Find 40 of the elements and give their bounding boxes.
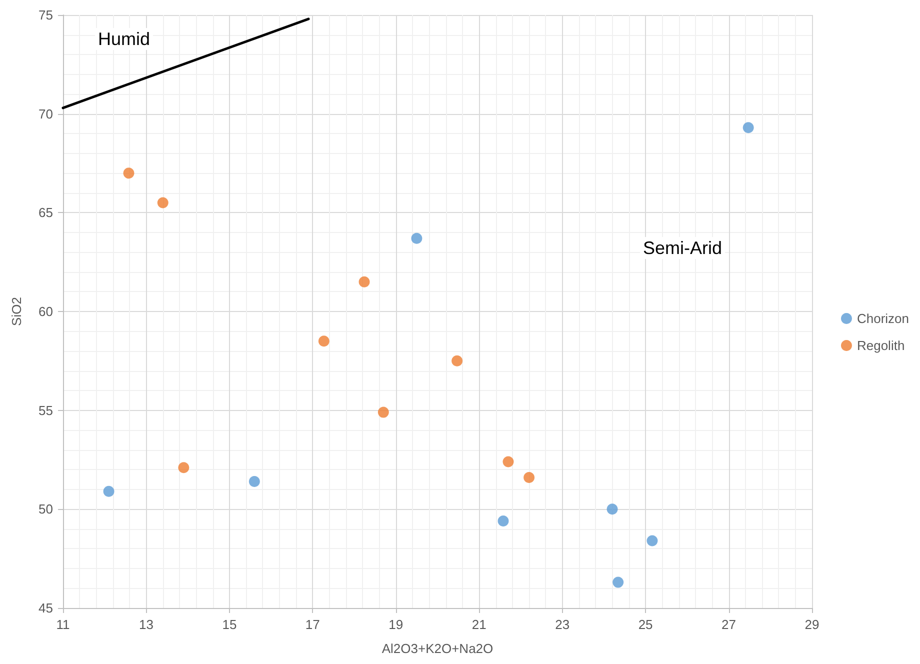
legend-label: Regolith bbox=[856, 338, 905, 353]
x-axis-title: Al2O3+K2O+Na2O bbox=[382, 641, 494, 656]
x-tick-label: 25 bbox=[638, 617, 653, 632]
point bbox=[524, 472, 535, 484]
point bbox=[646, 535, 658, 546]
point bbox=[123, 168, 134, 179]
x-tick-label: 17 bbox=[305, 617, 320, 632]
point bbox=[157, 197, 168, 208]
y-tick-label: 65 bbox=[38, 205, 53, 220]
point bbox=[318, 336, 330, 347]
legend-label: Chorizon bbox=[856, 311, 910, 326]
point bbox=[358, 276, 370, 288]
point bbox=[612, 576, 624, 588]
annotation: Humid bbox=[98, 29, 150, 49]
point bbox=[178, 462, 190, 474]
x-tick-label: 11 bbox=[56, 617, 70, 632]
y-axis-title: SiO2 bbox=[9, 297, 24, 326]
y-tick-label: 75 bbox=[38, 8, 53, 22]
point bbox=[248, 476, 260, 487]
x-tick-label: 27 bbox=[722, 617, 736, 632]
x-tick-label: 19 bbox=[388, 617, 404, 632]
annotation: Semi-Arid bbox=[643, 238, 722, 258]
point bbox=[103, 486, 114, 497]
x-tick-label: 15 bbox=[222, 617, 237, 632]
y-tick-label: 60 bbox=[38, 304, 53, 319]
y-tick-label: 50 bbox=[38, 502, 53, 517]
y-tick-label: 70 bbox=[38, 106, 53, 122]
y-tick-label: 45 bbox=[38, 600, 53, 616]
point bbox=[606, 504, 618, 515]
point bbox=[378, 406, 389, 418]
point bbox=[502, 456, 514, 468]
point bbox=[742, 122, 754, 134]
point bbox=[498, 516, 509, 527]
y-tick-label: 55 bbox=[38, 402, 53, 418]
x-tick-label: 21 bbox=[472, 617, 486, 632]
x-tick-label: 29 bbox=[804, 617, 820, 632]
point bbox=[452, 355, 463, 366]
point bbox=[411, 232, 422, 244]
x-tick-label: 13 bbox=[138, 617, 154, 632]
x-tick-label: 23 bbox=[555, 617, 570, 632]
